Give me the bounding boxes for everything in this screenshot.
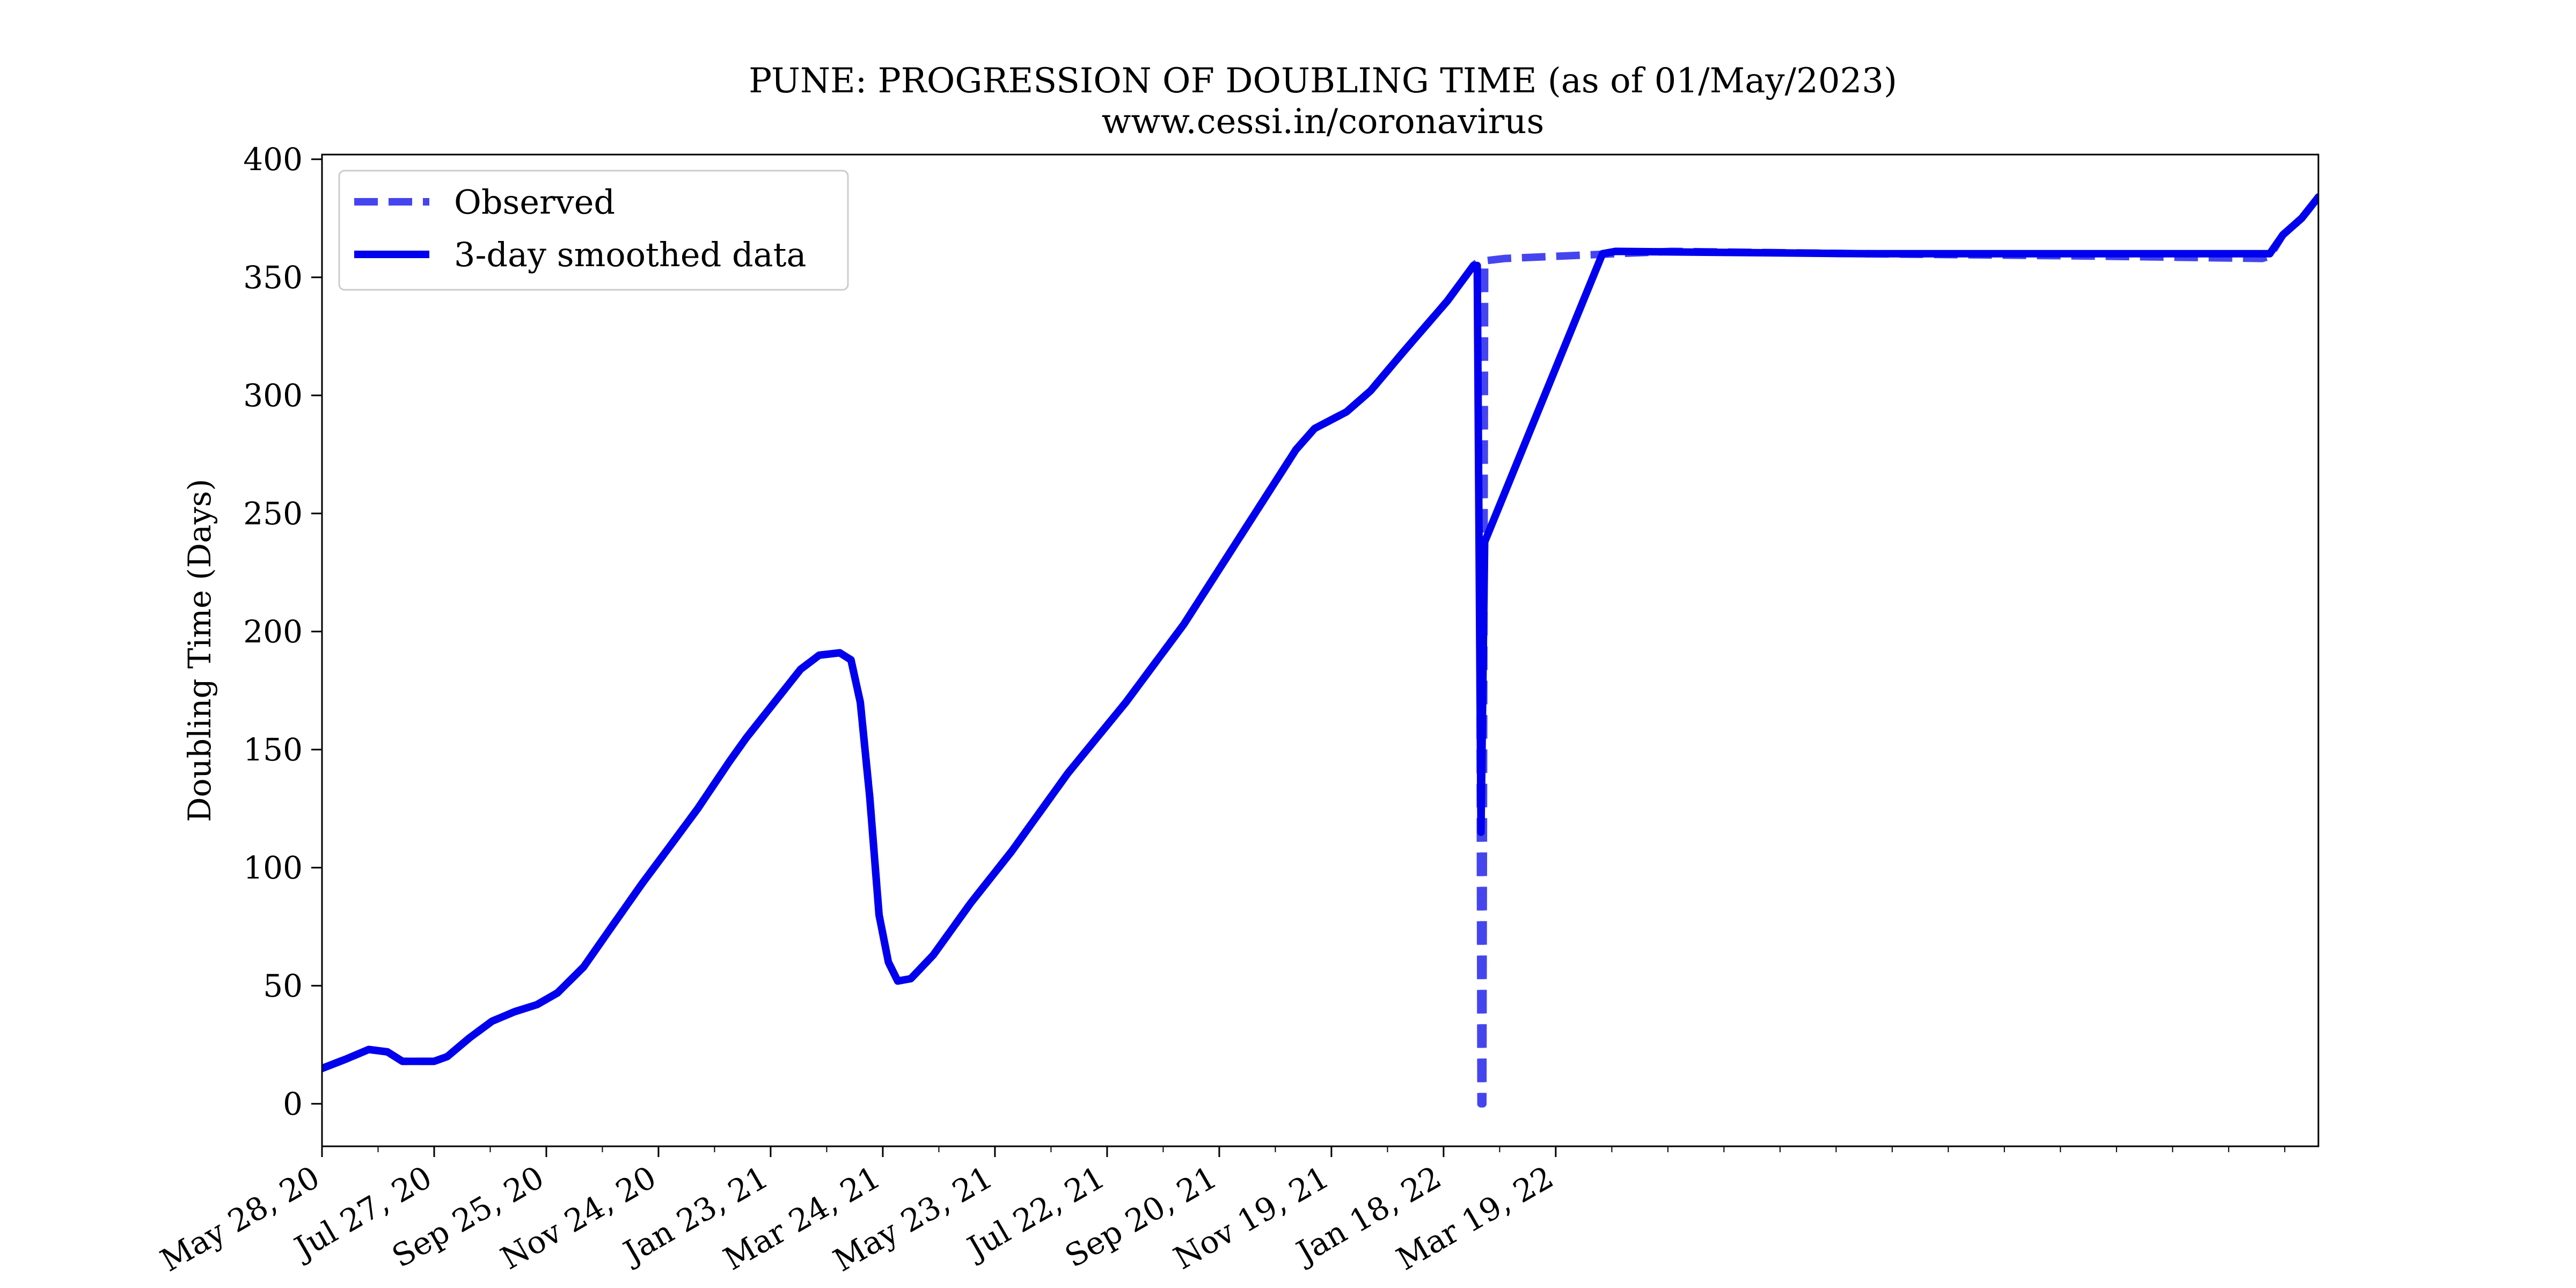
series-layer [322, 193, 2318, 1108]
y-tick-label: 250 [243, 495, 303, 532]
y-tick-label: 300 [243, 377, 303, 414]
y-axis-label: Doubling Time (Days) [181, 479, 218, 822]
chart-subtitle: www.cessi.in/coronavirus [1102, 102, 1545, 142]
series-line-observed [322, 194, 2318, 1108]
legend-box [338, 170, 849, 291]
plot-area [321, 153, 2319, 1147]
y-tick-label: 150 [243, 731, 303, 768]
legend: Observed 3-day smoothed data [338, 170, 849, 291]
y-tick-label: 350 [243, 259, 303, 296]
y-tick-label: 400 [243, 141, 303, 178]
plot-frame [321, 153, 2319, 1147]
legend-label-smoothed: 3-day smoothed data [454, 235, 807, 274]
y-axis: 0 50 100 150 200 250 300 350 400 [243, 141, 322, 1122]
series-line-smoothed [322, 193, 2318, 1072]
legend-label-observed: Observed [454, 182, 615, 222]
y-tick-label: 200 [243, 613, 303, 650]
y-tick-label: 100 [243, 850, 303, 886]
chart-title: PUNE: PROGRESSION OF DOUBLING TIME (as o… [749, 61, 1897, 101]
y-tick-label: 50 [263, 968, 303, 1004]
x-tick-label: May 28, 20 [155, 1159, 326, 1279]
y-tick-label: 0 [283, 1086, 303, 1122]
